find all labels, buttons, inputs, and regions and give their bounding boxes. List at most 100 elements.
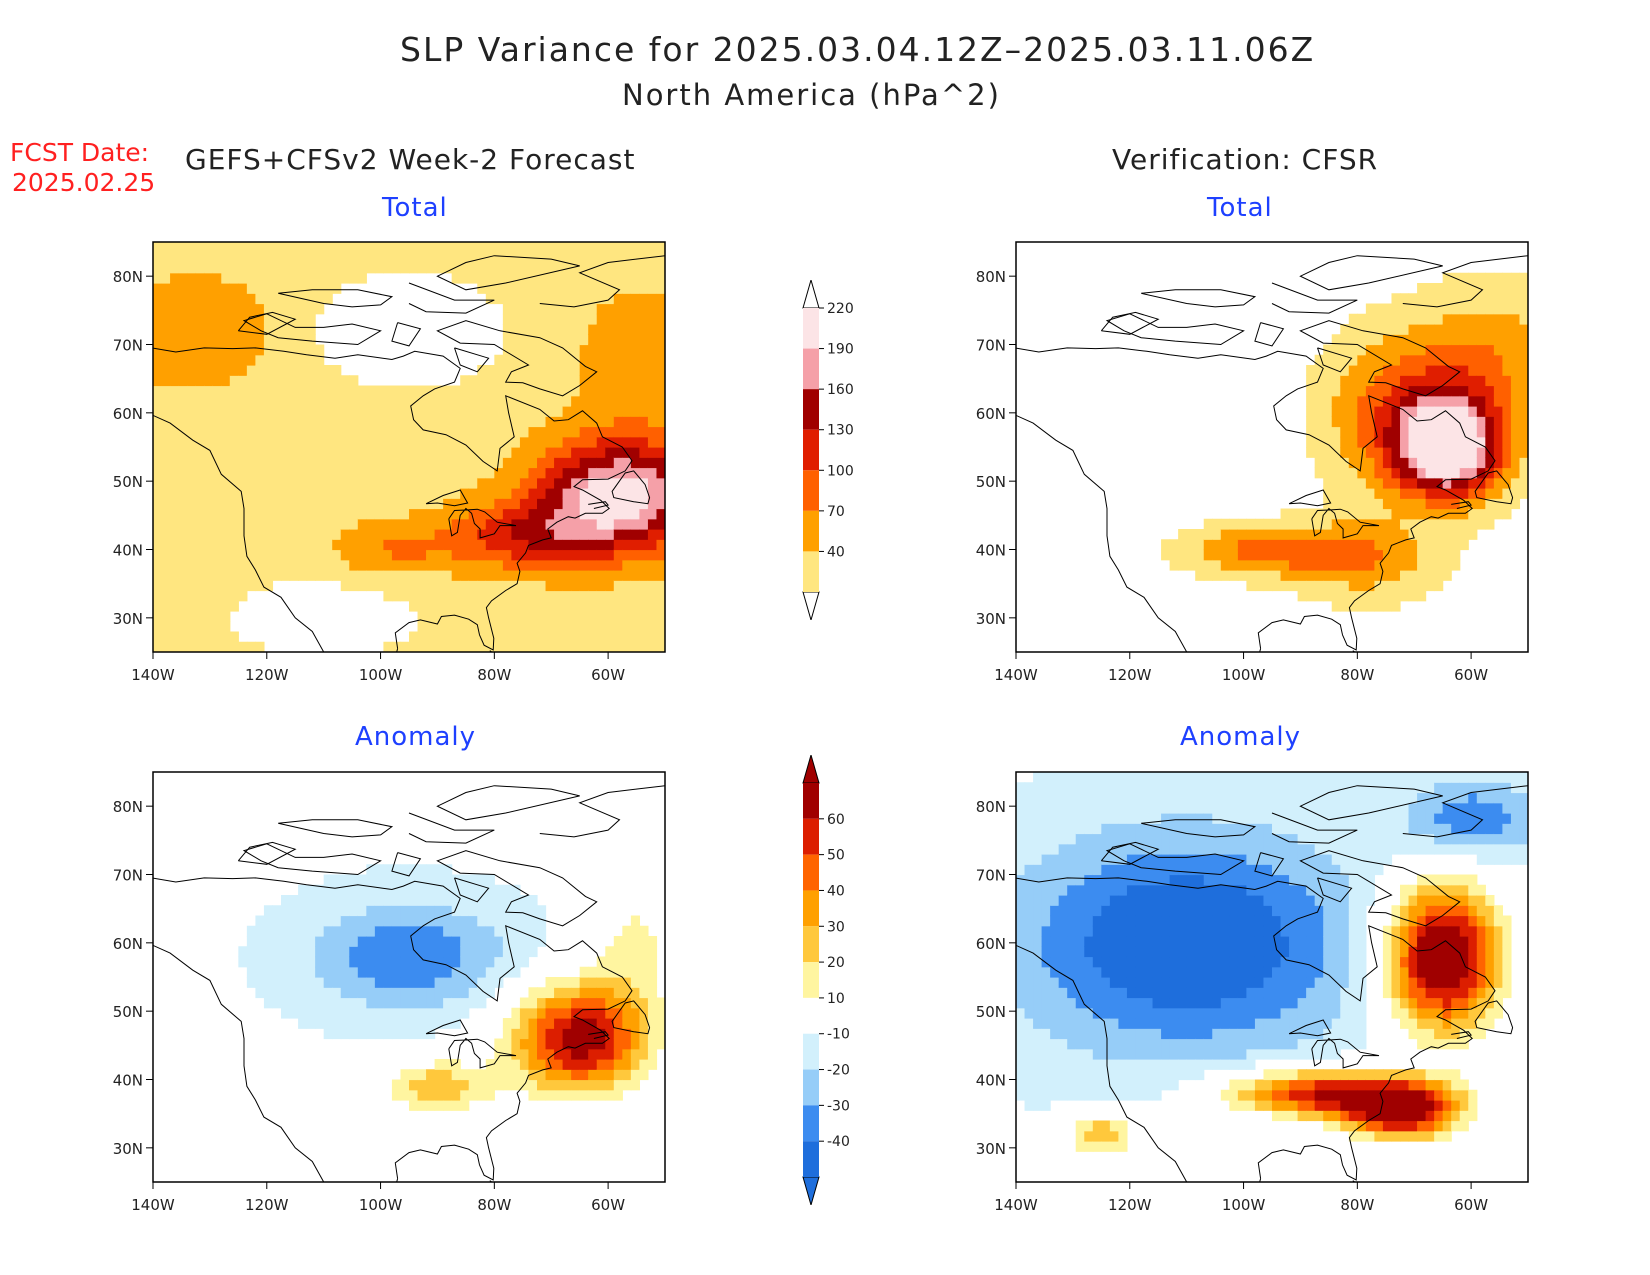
- field-cell: [1169, 1038, 1179, 1050]
- field-cell: [263, 915, 274, 927]
- field-cell: [1212, 1028, 1222, 1040]
- field-cell: [1254, 833, 1265, 845]
- field-cell: [263, 303, 274, 315]
- field-cell: [1084, 895, 1094, 906]
- field-cell: [281, 966, 291, 978]
- field-cell: [1434, 313, 1444, 325]
- field-cell: [349, 375, 359, 387]
- field-cell: [477, 641, 487, 652]
- field-cell: [1033, 987, 1043, 999]
- field-cell: [1272, 1100, 1282, 1111]
- field-cell: [383, 925, 393, 937]
- field-cell: [1331, 436, 1341, 448]
- field-cell: [622, 946, 632, 958]
- field-cell: [1169, 1059, 1179, 1070]
- field-cell: [647, 977, 658, 988]
- field-cell: [622, 539, 632, 551]
- field-cell: [519, 1059, 530, 1070]
- field-cell: [289, 252, 299, 264]
- field-cell: [306, 518, 316, 530]
- field-cell: [1485, 477, 1495, 489]
- field-cell: [1144, 813, 1154, 824]
- field-cell: [545, 621, 555, 633]
- field-cell: [281, 518, 291, 530]
- field-cell: [272, 936, 282, 947]
- field-cell: [468, 570, 478, 581]
- field-cell: [460, 539, 470, 551]
- field-cell: [519, 611, 530, 622]
- field-cell: [588, 488, 598, 499]
- field-cell: [1067, 977, 1077, 988]
- field-cell: [1152, 874, 1162, 886]
- field-cell: [622, 590, 632, 602]
- field-cell: [417, 905, 427, 917]
- field-cell: [1374, 416, 1384, 428]
- field-cell: [1306, 823, 1316, 835]
- lon-tick-label: 120W: [1108, 666, 1152, 684]
- field-cell: [1425, 303, 1435, 315]
- field-cell: [1169, 1007, 1179, 1019]
- field-cell: [502, 895, 512, 906]
- field-cell: [221, 641, 231, 652]
- field-cell: [374, 905, 384, 917]
- field-cell: [366, 508, 376, 520]
- field-cell: [255, 457, 265, 469]
- field-cell: [647, 549, 658, 561]
- field-cell: [1340, 580, 1350, 592]
- field-cell: [1323, 966, 1333, 978]
- field-cell: [1272, 1089, 1282, 1101]
- field-cell: [579, 498, 589, 510]
- field-cell: [545, 498, 555, 510]
- field-cell: [323, 874, 333, 886]
- field-cell: [272, 324, 282, 335]
- field-cell: [272, 488, 282, 499]
- field-cell: [647, 559, 658, 571]
- field-cell: [306, 426, 316, 438]
- field-cell: [579, 303, 589, 315]
- field-cell: [1365, 354, 1375, 366]
- field-cell: [426, 416, 436, 428]
- field-cell: [460, 580, 470, 592]
- field-cell: [622, 1079, 632, 1091]
- field-cell: [1084, 1007, 1094, 1019]
- field-cell: [1331, 1028, 1341, 1040]
- lon-tick-label: 140W: [994, 666, 1038, 684]
- field-cell: [1510, 488, 1521, 499]
- field-cell: [571, 611, 581, 622]
- field-cell: [588, 436, 598, 448]
- field-cell: [1459, 518, 1469, 530]
- field-cell: [1212, 529, 1222, 540]
- field-cell: [511, 375, 521, 387]
- field-cell: [1126, 1038, 1137, 1050]
- field-cell: [204, 467, 214, 479]
- field-cell: [605, 242, 615, 253]
- field-cell: [1306, 549, 1316, 561]
- field-cell: [630, 529, 640, 540]
- field-cell: [349, 925, 359, 937]
- field-cell: [622, 365, 632, 376]
- field-cell: [554, 498, 564, 510]
- field-cell: [1126, 956, 1137, 968]
- field-cell: [400, 436, 410, 448]
- field-cell: [374, 395, 384, 407]
- field-cell: [579, 559, 589, 571]
- field-cell: [485, 884, 495, 896]
- field-cell: [460, 1100, 470, 1111]
- field-cell: [1263, 782, 1273, 794]
- field-cell: [596, 631, 606, 643]
- field-cell: [1306, 1100, 1316, 1111]
- field-cell: [434, 488, 444, 499]
- field-cell: [579, 313, 589, 325]
- field-cell: [366, 864, 376, 876]
- field-cell: [554, 1038, 564, 1050]
- field-cell: [281, 529, 291, 540]
- field-cell: [1485, 365, 1495, 376]
- field-cell: [195, 385, 205, 397]
- field-cell: [460, 884, 470, 896]
- field-cell: [1442, 559, 1452, 571]
- field-cell: [1058, 813, 1068, 824]
- field-cell: [281, 416, 291, 428]
- field-cell: [1323, 395, 1333, 407]
- field-cell: [178, 365, 188, 376]
- field-cell: [528, 1059, 538, 1070]
